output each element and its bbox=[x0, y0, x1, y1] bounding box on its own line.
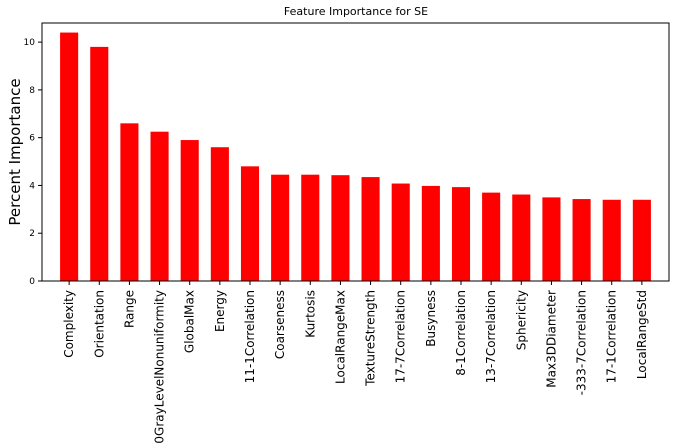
bars-group bbox=[60, 32, 651, 282]
bar bbox=[90, 46, 109, 282]
y-tick-label: 6 bbox=[29, 134, 35, 144]
bar bbox=[632, 199, 651, 281]
y-axis-ticks: 0 2 4 6 8 10 bbox=[24, 38, 42, 287]
y-tick-label: 8 bbox=[29, 86, 35, 96]
bar bbox=[120, 123, 139, 281]
x-tick-label: LocalRangeStd bbox=[635, 290, 649, 379]
bar bbox=[391, 183, 410, 281]
x-tick-label: 17-1Correlation bbox=[605, 290, 619, 383]
y-tick-label: 4 bbox=[29, 181, 35, 191]
bar bbox=[602, 199, 621, 281]
x-tick-label: GlobalMax bbox=[183, 290, 197, 353]
bar bbox=[150, 131, 169, 281]
x-tick-label: 13-7Correlation bbox=[484, 290, 498, 383]
x-tick-label: Kurtosis bbox=[303, 290, 317, 338]
y-tick-label: 10 bbox=[24, 38, 36, 48]
bar bbox=[572, 199, 591, 281]
x-tick-label: Range bbox=[122, 290, 136, 328]
x-tick-label: Sphericity bbox=[514, 290, 528, 350]
x-axis-ticks: Complexity Orientation Range 0GrayLevelNonu… bbox=[62, 281, 649, 444]
x-tick-label: TextureStrength bbox=[364, 290, 378, 387]
x-tick-label: Orientation bbox=[92, 290, 106, 358]
bar bbox=[271, 174, 290, 281]
bar bbox=[512, 194, 531, 281]
x-tick-label: 17-7Correlation bbox=[394, 290, 408, 383]
bar bbox=[210, 147, 229, 281]
bar bbox=[180, 140, 199, 281]
x-tick-label: 0GrayLevelNonuniformity bbox=[153, 290, 167, 444]
bar bbox=[331, 175, 350, 281]
bar bbox=[240, 166, 260, 281]
x-tick-label: -333-7Correlation bbox=[575, 290, 589, 395]
x-tick-label: LocalRangeMax bbox=[333, 290, 347, 384]
x-tick-label: Energy bbox=[213, 290, 227, 332]
plot-frame bbox=[41, 22, 670, 282]
bar bbox=[60, 32, 79, 281]
x-tick-label: Max3DDiameter bbox=[544, 290, 558, 388]
x-tick-label: Busyness bbox=[424, 290, 438, 347]
y-tick-label: 2 bbox=[29, 229, 35, 239]
chart-title: Feature Importance for SE bbox=[284, 5, 428, 18]
bar bbox=[451, 187, 471, 281]
x-tick-label: 11-1Correlation bbox=[243, 290, 257, 383]
bar bbox=[301, 174, 320, 281]
y-tick-label: 0 bbox=[29, 277, 35, 287]
x-tick-label: Coarseness bbox=[273, 290, 287, 359]
bar bbox=[361, 177, 380, 281]
bar bbox=[421, 185, 440, 281]
bar bbox=[482, 192, 501, 281]
x-tick-label: 8-1Correlation bbox=[454, 290, 468, 376]
y-axis-label: Percent Importance bbox=[6, 78, 24, 225]
x-tick-label: Complexity bbox=[62, 290, 76, 358]
bar bbox=[542, 197, 561, 281]
